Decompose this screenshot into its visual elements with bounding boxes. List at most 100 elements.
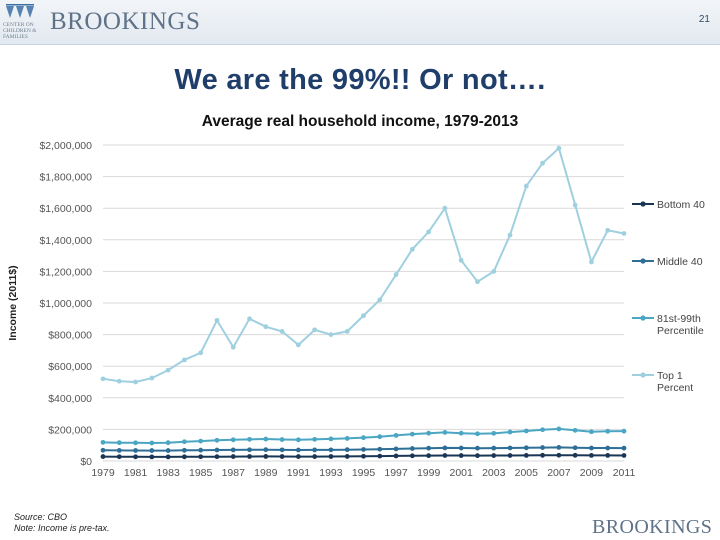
data-point [458,430,464,436]
legend-swatch-marker [640,258,646,264]
data-point [230,344,236,350]
data-point [475,445,480,451]
data-point [540,427,545,433]
x-tick-label: 2011 [613,467,636,479]
data-point [214,317,220,323]
x-tick-label: 1999 [417,467,441,479]
data-point [165,440,171,446]
data-point [572,202,578,208]
data-point [247,454,252,459]
y-tick-label: $2,000,000 [39,140,92,152]
data-point [263,447,269,453]
data-point [409,431,415,437]
data-point [589,452,594,458]
source-note: Source: CBO Note: Income is pre-tax. [14,512,110,534]
data-point [182,357,187,363]
data-point [377,446,383,452]
data-point [133,440,138,446]
data-point [328,447,334,453]
data-point [247,436,252,442]
data-point [589,259,594,265]
data-point [100,454,106,459]
data-point [295,342,301,348]
y-tick-label: $1,600,000 [39,203,92,215]
data-point [491,269,497,274]
data-point [116,378,122,384]
data-point [426,453,432,459]
data-point [165,367,171,373]
legend-label: Middle 40 [657,256,703,268]
data-point [116,440,122,446]
income-line-chart: Average real household income, 1979-2013… [7,113,705,479]
y-tick-label: $0 [80,456,92,468]
logo-caption: CENTER ON CHILDREN & FAMILIES [3,22,37,40]
data-point [182,454,187,460]
slide-header: CENTER ON CHILDREN & FAMILIES BROOKINGS … [0,0,720,45]
source-text: Source: CBO [14,512,68,522]
data-point [475,453,480,459]
data-point [540,160,545,166]
data-point [312,447,318,453]
data-point [426,229,432,235]
page-number: 21 [698,14,710,25]
x-tick-label: 1995 [352,467,376,479]
legend-label: Percent [657,382,693,394]
data-point [116,454,122,460]
series-line [102,146,625,384]
data-point [621,445,627,451]
legend-swatch-marker [640,201,646,207]
data-point [230,454,236,459]
x-tick-label: 2003 [482,467,506,479]
data-point [263,436,269,442]
data-point [507,453,513,458]
data-point [247,447,252,453]
data-point [165,448,171,453]
data-point [377,434,383,440]
data-point [100,439,106,445]
data-point [523,428,529,434]
data-point [523,452,529,458]
data-point [458,453,464,458]
data-point [116,448,122,453]
data-point [507,445,513,451]
y-tick-label: $1,000,000 [39,298,92,310]
data-point [491,453,497,458]
x-tick-label: 1987 [222,467,246,479]
data-point [230,447,236,453]
data-point [295,447,301,453]
data-point [279,437,285,442]
data-point [361,435,366,441]
data-point [361,447,366,452]
data-point [133,454,138,460]
data-point [442,453,448,458]
y-tick-label: $800,000 [48,330,92,342]
data-point [475,279,480,285]
data-point [589,429,594,435]
data-point [149,375,155,381]
data-point [165,454,171,460]
data-point [214,447,220,453]
data-point [149,454,155,460]
legend-label: Percentile [657,325,704,337]
data-point [409,453,415,459]
data-point [312,454,318,459]
y-tick-label: $400,000 [48,393,92,405]
y-tick-label: $1,400,000 [39,235,92,247]
data-point [133,448,138,453]
y-axis-label: Income (2011$) [7,265,19,340]
data-point [393,433,399,438]
data-point [377,297,383,303]
data-point [621,453,627,458]
data-point [540,445,545,450]
data-point [540,452,545,458]
data-point [149,448,155,453]
data-point [247,316,252,322]
chart-title: Average real household income, 1979-2013 [202,113,519,130]
data-point [198,447,204,453]
data-point [442,430,448,435]
data-point [312,436,318,442]
data-point [133,379,138,385]
data-point [491,445,497,451]
data-point [605,445,611,451]
x-tick-label: 1985 [189,467,213,479]
